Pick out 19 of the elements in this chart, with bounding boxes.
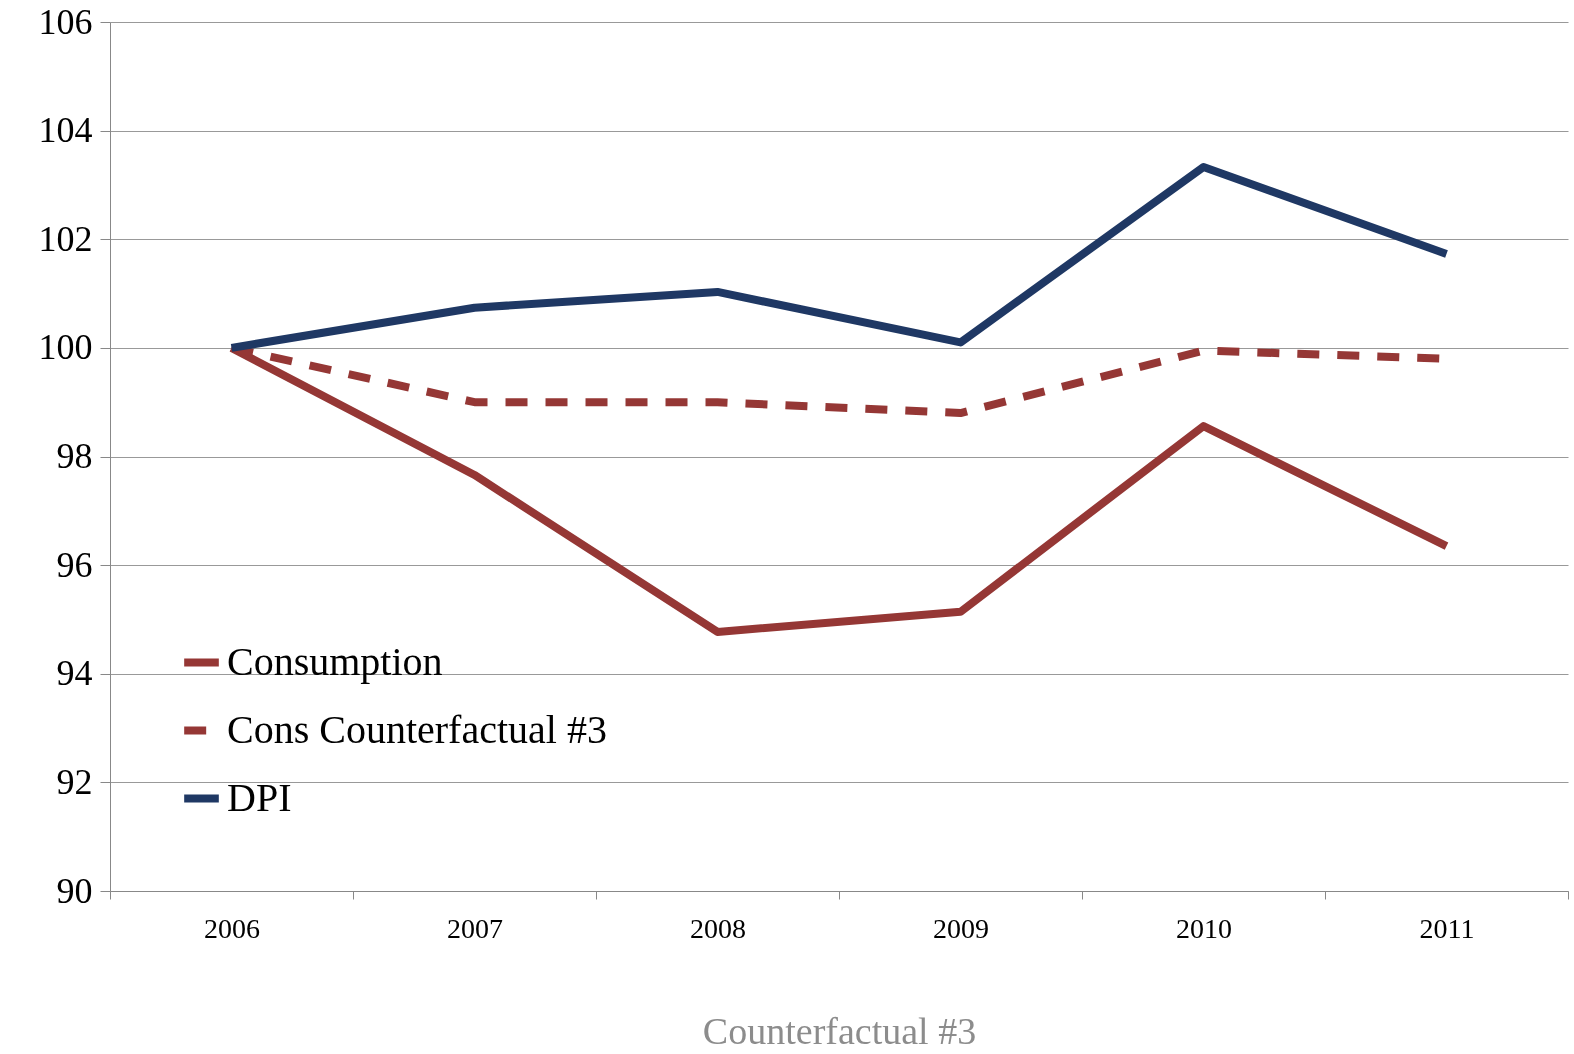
x-tick-label: 2011 xyxy=(1419,912,1475,944)
x-tick-label: 2006 xyxy=(204,912,260,944)
x-tick-label: 2010 xyxy=(1176,912,1232,944)
y-tick-label: 100 xyxy=(38,327,93,368)
y-tick-label: 94 xyxy=(56,653,93,694)
x-tick-label: 2007 xyxy=(447,912,503,944)
legend-label: Consumption xyxy=(227,638,443,684)
x-tick-label: 2008 xyxy=(690,912,746,944)
y-tick-label: 104 xyxy=(38,110,93,151)
y-tick-label: 96 xyxy=(56,544,93,585)
y-tick-label: 92 xyxy=(56,761,93,802)
legend-label: Cons Counterfactual #3 xyxy=(227,706,607,752)
y-tick-label: 106 xyxy=(38,1,93,42)
y-tick-label: 102 xyxy=(38,218,93,259)
y-tick-label: 90 xyxy=(56,870,93,911)
x-tick-label: 2009 xyxy=(933,912,989,944)
legend-label: DPI xyxy=(227,774,292,820)
x-axis-title: Counterfactual #3 xyxy=(702,1009,977,1052)
y-tick-label: 98 xyxy=(56,436,93,476)
